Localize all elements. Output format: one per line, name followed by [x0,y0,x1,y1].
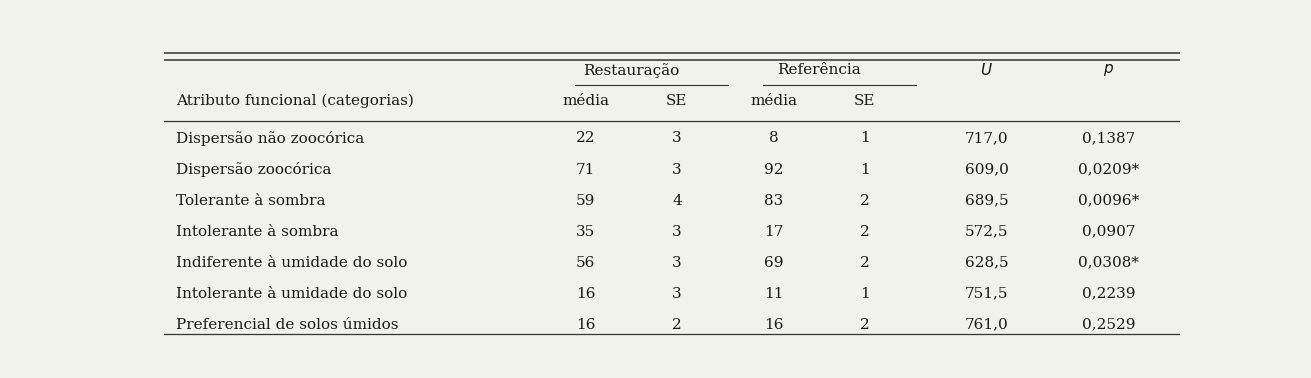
Text: 4: 4 [673,194,682,208]
Text: 16: 16 [576,287,595,301]
Text: 3: 3 [673,225,682,239]
Text: 0,2529: 0,2529 [1082,318,1135,332]
Text: 56: 56 [576,256,595,270]
Text: Restauração: Restauração [583,63,679,77]
Text: Intolerante à umidade do solo: Intolerante à umidade do solo [176,287,408,301]
Text: 1: 1 [860,132,869,146]
Text: 0,0209*: 0,0209* [1078,163,1139,177]
Text: 1: 1 [860,163,869,177]
Text: 92: 92 [764,163,783,177]
Text: 628,5: 628,5 [965,256,1008,270]
Text: 16: 16 [576,318,595,332]
Text: 3: 3 [673,256,682,270]
Text: Referência: Referência [777,63,861,77]
Text: 83: 83 [764,194,783,208]
Text: 2: 2 [673,318,682,332]
Text: 0,0907: 0,0907 [1082,225,1135,239]
Text: 689,5: 689,5 [965,194,1008,208]
Text: 761,0: 761,0 [965,318,1008,332]
Text: 2: 2 [860,318,869,332]
Text: Intolerante à sombra: Intolerante à sombra [176,225,338,239]
Text: 0,2239: 0,2239 [1082,287,1135,301]
Text: 751,5: 751,5 [965,287,1008,301]
Text: 69: 69 [764,256,783,270]
Text: 2: 2 [860,194,869,208]
Text: Preferencial de solos úmidos: Preferencial de solos úmidos [176,318,399,332]
Text: 35: 35 [576,225,595,239]
Text: Dispersão não zoocórica: Dispersão não zoocórica [176,131,364,146]
Text: 17: 17 [764,225,783,239]
Text: 2: 2 [860,256,869,270]
Text: Indiferente à umidade do solo: Indiferente à umidade do solo [176,256,408,270]
Text: SE: SE [855,94,876,108]
Text: 609,0: 609,0 [965,163,1008,177]
Text: 717,0: 717,0 [965,132,1008,146]
Text: $\mathit{p}$: $\mathit{p}$ [1104,62,1114,78]
Text: 2: 2 [860,225,869,239]
Text: 3: 3 [673,287,682,301]
Text: 71: 71 [576,163,595,177]
Text: 0,0308*: 0,0308* [1078,256,1139,270]
Text: 572,5: 572,5 [965,225,1008,239]
Text: 16: 16 [764,318,783,332]
Text: Tolerante à sombra: Tolerante à sombra [176,194,325,208]
Text: média: média [562,94,610,108]
Text: 0,1387: 0,1387 [1082,132,1135,146]
Text: SE: SE [666,94,688,108]
Text: 3: 3 [673,132,682,146]
Text: Dispersão zoocórica: Dispersão zoocórica [176,162,332,177]
Text: 8: 8 [768,132,779,146]
Text: 22: 22 [576,132,595,146]
Text: 1: 1 [860,287,869,301]
Text: 3: 3 [673,163,682,177]
Text: 11: 11 [764,287,783,301]
Text: 59: 59 [576,194,595,208]
Text: média: média [750,94,797,108]
Text: $\mathit{U}$: $\mathit{U}$ [981,62,994,78]
Text: Atributo funcional (categorias): Atributo funcional (categorias) [176,93,414,108]
Text: 0,0096*: 0,0096* [1078,194,1139,208]
